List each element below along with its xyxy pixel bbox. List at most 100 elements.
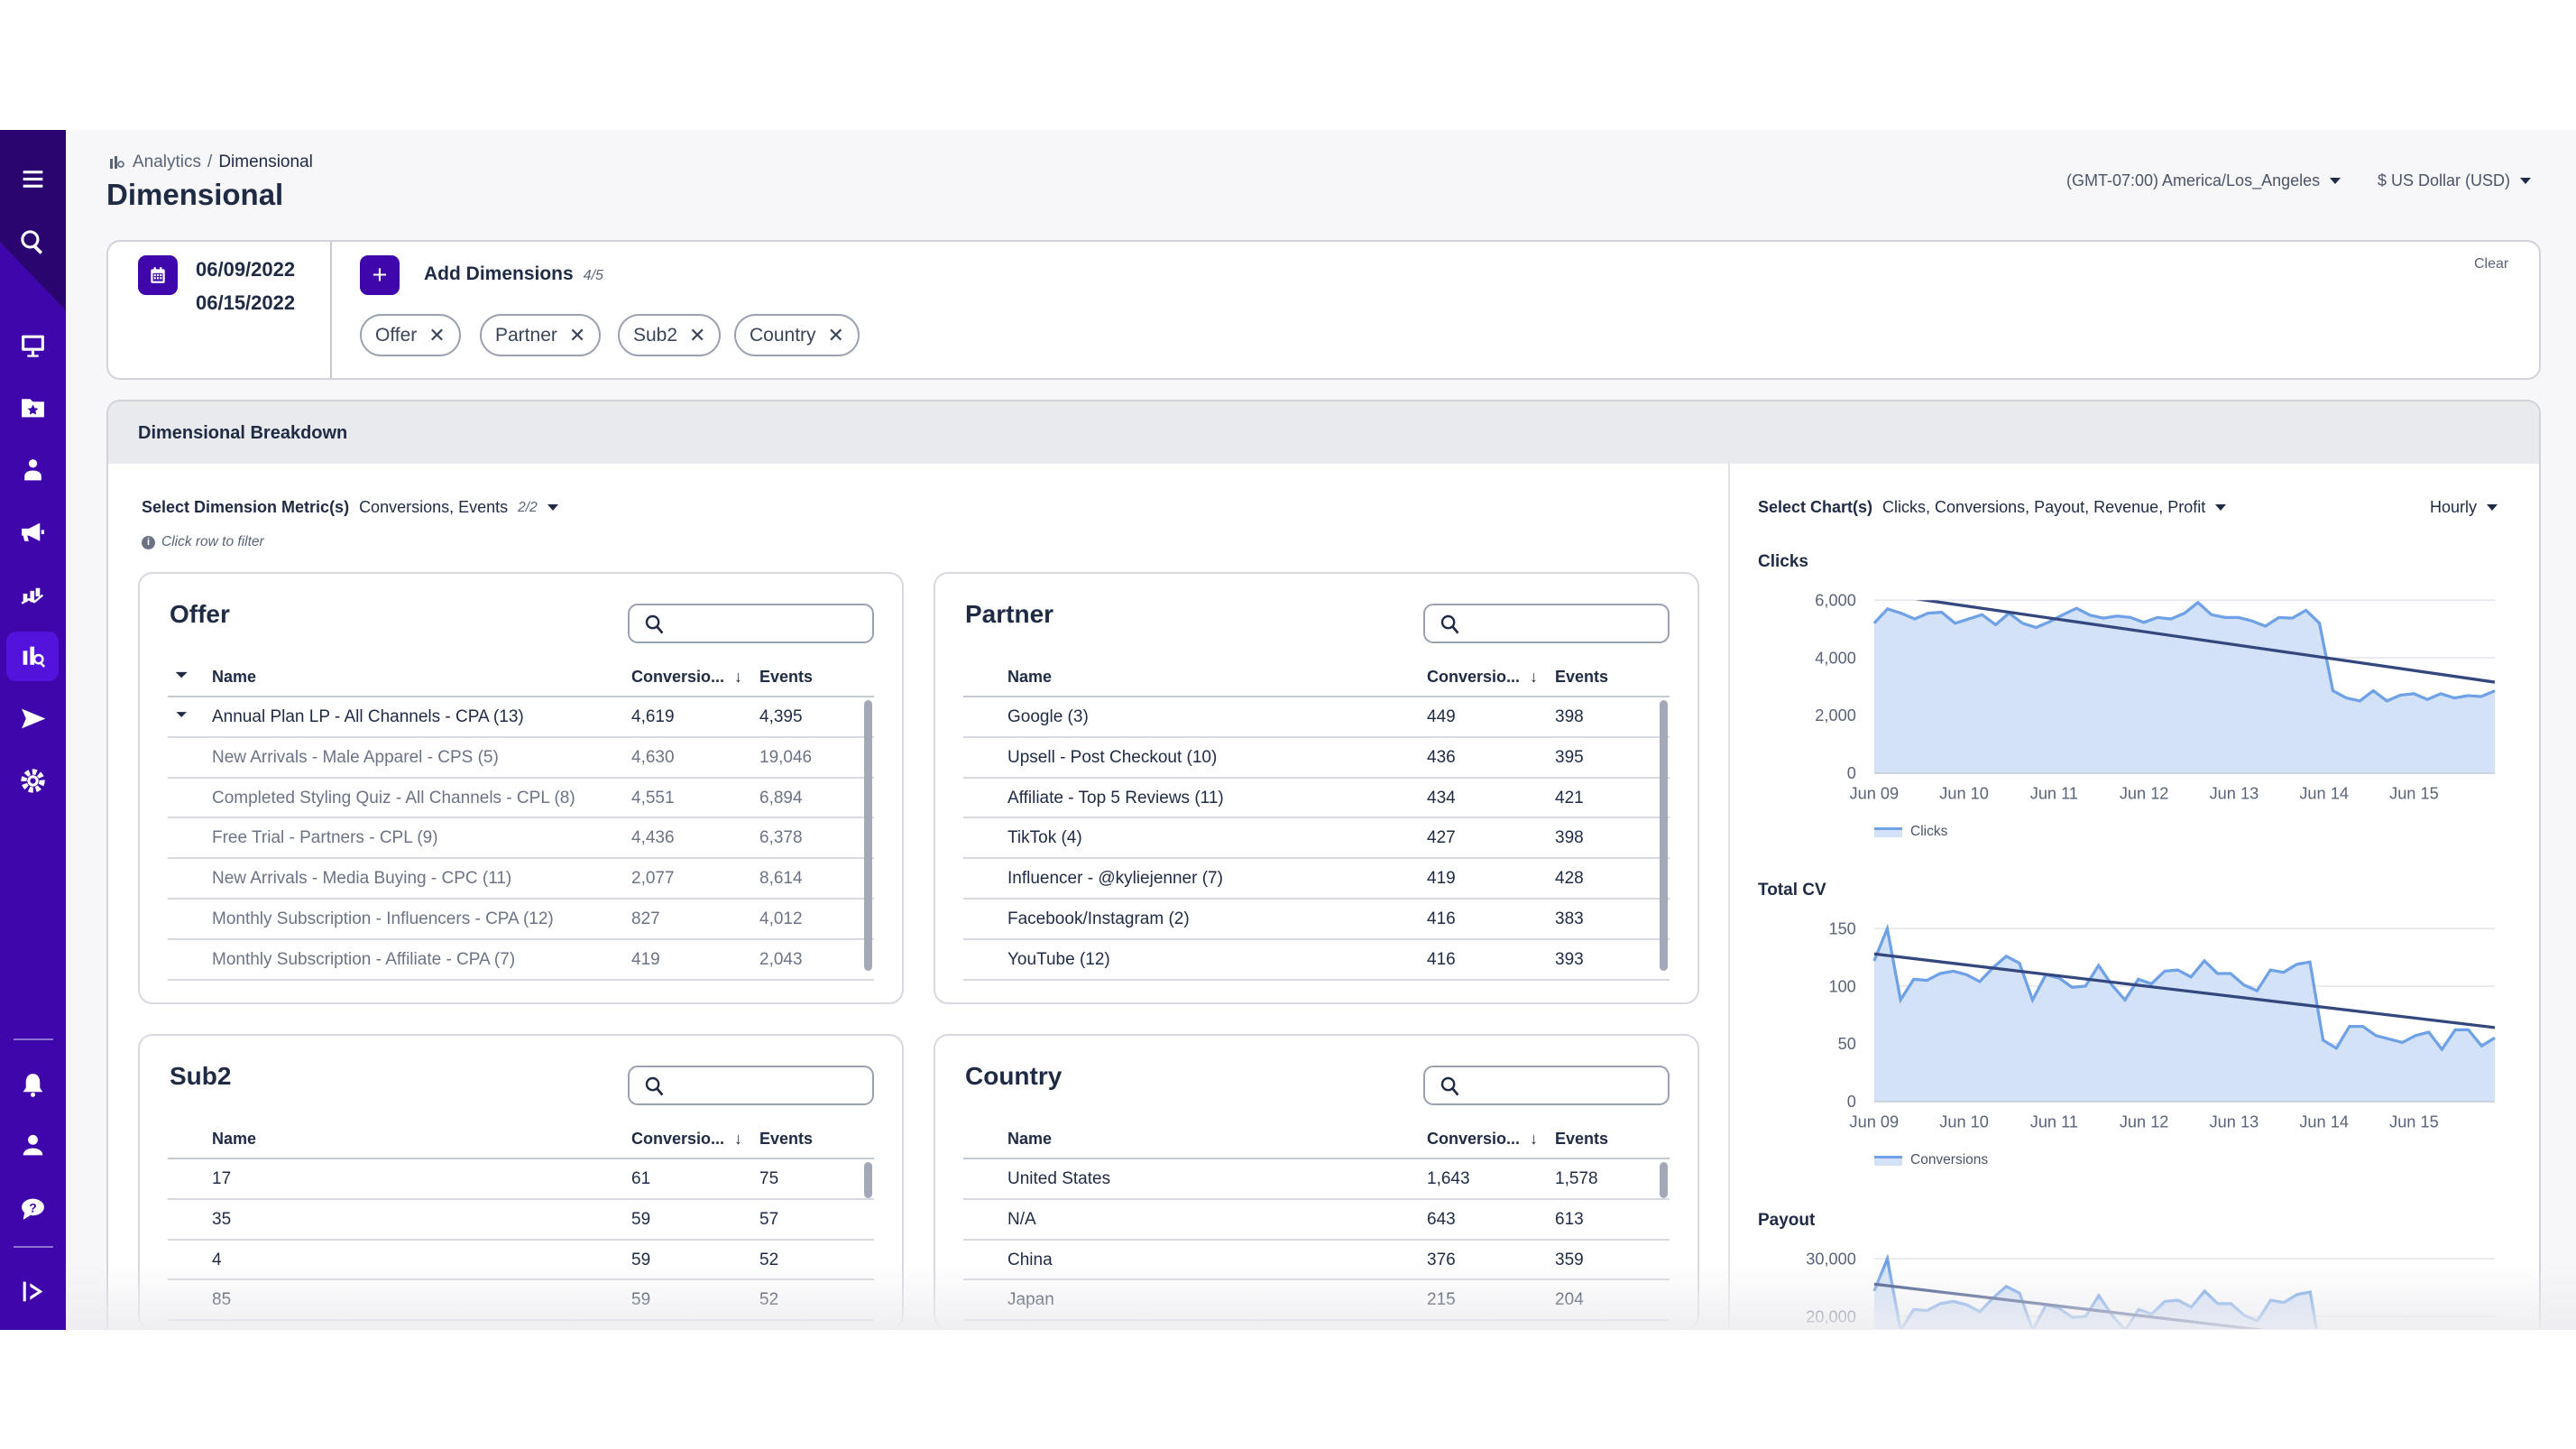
bell-icon[interactable] xyxy=(6,1060,59,1110)
send-icon[interactable] xyxy=(6,694,59,743)
table-row[interactable]: YouTube (12) 416 393 xyxy=(963,940,1670,981)
date-picker-button[interactable] xyxy=(138,255,178,295)
search-icon xyxy=(1440,614,1459,634)
filter-icon: ⏷ xyxy=(176,707,188,723)
click-row-hint: i Click row to filter xyxy=(142,534,264,550)
user-tie-icon[interactable] xyxy=(6,446,59,495)
table-scrollbar[interactable] xyxy=(1660,1162,1668,1198)
table-scrollbar[interactable] xyxy=(864,1162,872,1198)
table-row[interactable]: N/A 643 613 xyxy=(963,1200,1670,1241)
column-header-conversions[interactable]: Conversio... ↓ xyxy=(1427,668,1538,687)
table-row[interactable]: Facebook/Instagram (2) 416 383 xyxy=(963,900,1670,940)
column-header-events[interactable]: Events xyxy=(759,1130,814,1148)
timezone-select[interactable]: (GMT-07:00) America/Los_Angeles xyxy=(2066,171,2341,190)
cell-name: New Arrivals - Male Apparel - CPS (5) xyxy=(212,747,499,767)
column-header-name[interactable]: Name xyxy=(1007,668,1053,686)
table-search-input[interactable] xyxy=(1423,1066,1670,1105)
cell-events: 6,378 xyxy=(759,828,803,848)
chip-country[interactable]: Country ✕ xyxy=(734,314,860,356)
table-row[interactable]: Influencer - @kyliejenner (7) 419 428 xyxy=(963,859,1670,900)
table-search-input[interactable] xyxy=(628,604,874,643)
close-icon[interactable]: ✕ xyxy=(689,323,706,346)
column-header-conversions[interactable]: Conversio... ↓ xyxy=(631,668,742,687)
dimension-metric-select[interactable]: Select Dimension Metric(s) Conversions, … xyxy=(142,498,558,517)
clicks-legend[interactable]: Clicks xyxy=(1874,824,1947,840)
cell-conversions: 416 xyxy=(1427,949,1456,969)
starred-folder-icon[interactable] xyxy=(6,383,59,432)
cell-events: 6,894 xyxy=(759,788,803,808)
column-header-events[interactable]: Events xyxy=(1555,1130,1609,1148)
cell-conversions: 427 xyxy=(1427,828,1456,848)
close-icon[interactable]: ✕ xyxy=(827,323,844,346)
conversions-legend[interactable]: Conversions xyxy=(1874,1152,1988,1168)
cell-events: 398 xyxy=(1555,707,1584,726)
table-row[interactable]: Affiliate - Top 5 Reviews (11) 434 421 xyxy=(963,779,1670,819)
table-row[interactable]: Free Trial - Partners - CPL (9) 4,436 6,37… xyxy=(168,818,874,860)
date-start[interactable]: 06/09/2022 xyxy=(196,258,296,281)
table-row[interactable]: TikTok (4) 427 398 xyxy=(963,818,1670,860)
table-row[interactable]: Upsell - Post Checkout (10) 436 395 xyxy=(963,738,1670,779)
metric-label: Select Dimension Metric(s) xyxy=(142,498,350,516)
table-row[interactable]: Google (3) 449 398 xyxy=(963,697,1670,738)
table-row[interactable]: New Arrivals - Media Buying - CPC (11) 2,… xyxy=(168,859,874,900)
table-row[interactable]: Monthly Subscription - Influencers - CPA… xyxy=(168,900,874,940)
column-header-name[interactable]: Name xyxy=(212,668,257,686)
breadcrumb-analytics-link[interactable]: Analytics xyxy=(133,152,202,171)
chip-sub2[interactable]: Sub2 ✕ xyxy=(618,314,722,356)
close-icon[interactable]: ✕ xyxy=(428,323,446,346)
table-row[interactable]: 35 59 57 xyxy=(168,1200,874,1241)
table-row[interactable]: New Arrivals - Male Apparel - CPS (5) 4,6… xyxy=(168,738,874,779)
chevron-down-icon xyxy=(2520,178,2532,184)
column-header-events[interactable]: Events xyxy=(759,668,814,686)
column-header-conversions[interactable]: Conversio... ↓ xyxy=(1427,1130,1538,1149)
column-header-name[interactable]: Name xyxy=(212,1130,257,1148)
table-scrollbar[interactable] xyxy=(864,700,872,971)
table-row[interactable]: Completed Styling Quiz - All Channels - … xyxy=(168,779,874,819)
help-chat-icon[interactable]: ? xyxy=(6,1184,59,1233)
table-row[interactable]: United States 1,643 1,578 xyxy=(963,1159,1670,1200)
megaphone-icon[interactable] xyxy=(6,508,59,558)
table-search-input[interactable] xyxy=(1423,604,1670,643)
breadcrumb-separator: / xyxy=(207,152,213,171)
gear-icon[interactable] xyxy=(6,756,59,806)
monitor-icon[interactable] xyxy=(6,320,59,370)
cell-conversions: 643 xyxy=(1427,1209,1456,1229)
currency-select[interactable]: $ US Dollar (USD) xyxy=(2378,171,2532,190)
add-dimension-button[interactable]: + xyxy=(360,255,400,295)
conversions-header-label: Conversio... xyxy=(1427,668,1521,686)
y-tick-label: 6,000 xyxy=(1815,592,1856,610)
column-header-name[interactable]: Name xyxy=(1007,1130,1053,1148)
cell-name: United States xyxy=(1007,1169,1111,1188)
clear-button[interactable]: Clear xyxy=(2474,256,2509,272)
area-fill xyxy=(1873,602,2495,773)
cell-name: Annual Plan LP - All Channels - CPA (13) xyxy=(212,707,524,726)
table-row[interactable]: Monthly Subscription - Affiliate - CPA (… xyxy=(168,940,874,981)
table-row[interactable]: ⏷ Annual Plan LP - All Channels - CPA (13… xyxy=(168,697,874,738)
table-search-input[interactable] xyxy=(628,1066,874,1105)
cell-name: Affiliate - Top 5 Reviews (11) xyxy=(1007,788,1224,808)
user-icon[interactable] xyxy=(6,1121,59,1170)
sort-desc-icon: ↓ xyxy=(1530,1130,1539,1148)
trend-chart-icon[interactable] xyxy=(6,570,59,620)
date-end[interactable]: 06/15/2022 xyxy=(196,291,296,314)
search-icon[interactable] xyxy=(6,217,59,267)
table-row[interactable]: 17 61 75 xyxy=(168,1159,874,1200)
table-title: Country xyxy=(965,1062,1063,1090)
close-icon[interactable]: ✕ xyxy=(568,323,586,346)
menu-icon[interactable] xyxy=(6,154,59,204)
expand-sidebar-icon[interactable] xyxy=(6,1267,59,1316)
conversions-header-label: Conversio... xyxy=(1427,1130,1521,1148)
table-scrollbar[interactable] xyxy=(1660,700,1668,971)
y-tick-label: 30,000 xyxy=(1806,1251,1856,1269)
chevron-down-icon xyxy=(547,504,558,511)
column-header-conversions[interactable]: Conversio... ↓ xyxy=(631,1130,742,1149)
chart-select[interactable]: Select Chart(s) Clicks, Conversions, Pay… xyxy=(1758,498,2227,517)
column-header-events[interactable]: Events xyxy=(1555,668,1609,686)
x-tick-label: Jun 09 xyxy=(1850,1113,1900,1131)
chip-partner[interactable]: Partner ✕ xyxy=(480,314,602,356)
chip-offer[interactable]: Offer ✕ xyxy=(360,314,461,356)
cell-name: TikTok (4) xyxy=(1007,828,1082,848)
clear-filter-icon[interactable]: ⏷ xyxy=(176,668,188,683)
interval-select[interactable]: Hourly xyxy=(2430,498,2498,517)
dimensional-analytics-icon[interactable] xyxy=(6,632,59,681)
